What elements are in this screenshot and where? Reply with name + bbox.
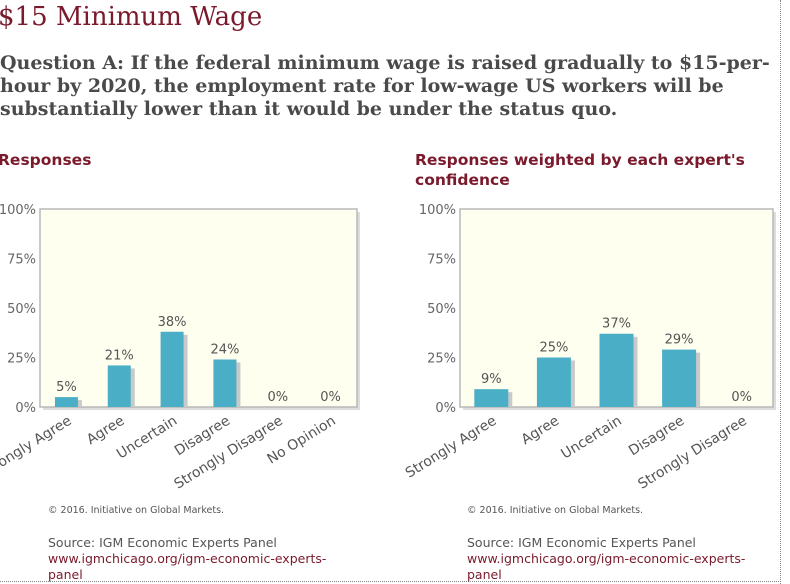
frame-bottom-border bbox=[0, 581, 781, 583]
source-text: Source: IGM Economic Experts Panel bbox=[467, 535, 696, 550]
category-label: Strongly Agree bbox=[0, 413, 75, 482]
chart-2-footer: © 2016. Initiative on Global Markets. So… bbox=[467, 505, 767, 583]
question-text: Question A: If the federal minimum wage … bbox=[0, 52, 770, 120]
chart-2: 100% 75% 50% 25% 0% 9% Strongly Agree 25% Agree 3… bbox=[403, 203, 776, 493]
data-label: 24% bbox=[210, 342, 239, 357]
y-tick-label: 75% bbox=[7, 253, 36, 268]
category-label: Uncertain bbox=[114, 413, 180, 463]
source-link[interactable]: www.igmchicago.org/igm-economic-experts-… bbox=[48, 551, 327, 582]
data-label: 25% bbox=[539, 341, 568, 356]
copyright-text: © 2016. Initiative on Global Markets. bbox=[48, 505, 225, 516]
plot-area bbox=[39, 208, 358, 408]
source-text: Source: IGM Economic Experts Panel bbox=[48, 535, 277, 550]
category-label: Agree bbox=[519, 413, 562, 448]
category-label: Strongly Agree bbox=[403, 413, 500, 482]
y-tick-label: 100% bbox=[419, 203, 456, 218]
y-tick-label: 0% bbox=[435, 401, 456, 416]
y-tick-label: 50% bbox=[427, 302, 456, 317]
bar bbox=[474, 389, 509, 407]
charts-area: 100% 75% 50% 25% 0% 5% Strongly Agree 21% Agree 3… bbox=[0, 203, 776, 493]
bar bbox=[54, 397, 78, 407]
bar bbox=[160, 331, 184, 407]
y-tick-label: 0% bbox=[15, 401, 36, 416]
category-label: Agree bbox=[84, 413, 127, 448]
data-label: 37% bbox=[602, 317, 631, 332]
y-tick-label: 25% bbox=[7, 352, 36, 367]
bar bbox=[599, 333, 634, 407]
y-tick-label: 100% bbox=[0, 203, 36, 218]
bar bbox=[662, 349, 697, 407]
chart-2-title: Responses weighted by each expert's conf… bbox=[415, 151, 745, 189]
data-label: 29% bbox=[665, 333, 694, 348]
data-label: 38% bbox=[158, 315, 187, 330]
chart-1-title: Responses bbox=[0, 151, 92, 169]
page-title: $15 Minimum Wage bbox=[0, 2, 263, 32]
bar bbox=[107, 365, 131, 407]
data-label: 9% bbox=[481, 372, 502, 387]
category-label: Strongly Disagree bbox=[635, 413, 749, 493]
data-label: 5% bbox=[56, 380, 77, 395]
category-label: Uncertain bbox=[558, 413, 624, 463]
copyright-text: © 2016. Initiative on Global Markets. bbox=[467, 505, 644, 516]
chart-1-footer: © 2016. Initiative on Global Markets. So… bbox=[48, 505, 348, 583]
data-label: 21% bbox=[105, 348, 134, 363]
chart-1: 100% 75% 50% 25% 0% 5% Strongly Agree 21% Agree 3… bbox=[0, 203, 360, 493]
y-tick-label: 25% bbox=[427, 352, 456, 367]
data-label: 0% bbox=[731, 390, 752, 405]
source-link[interactable]: www.igmchicago.org/igm-economic-experts-… bbox=[467, 551, 746, 582]
bar bbox=[213, 359, 237, 407]
data-label: 0% bbox=[267, 390, 288, 405]
data-label: 0% bbox=[320, 390, 341, 405]
y-tick-label: 50% bbox=[7, 302, 36, 317]
bar bbox=[536, 357, 571, 407]
frame-right-border bbox=[780, 0, 782, 584]
y-tick-label: 75% bbox=[427, 253, 456, 268]
